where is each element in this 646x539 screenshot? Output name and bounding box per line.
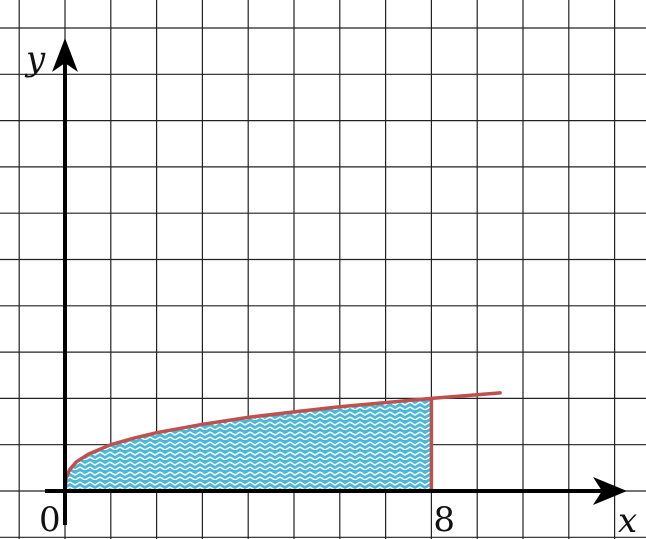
x-tick-label: 8: [433, 500, 455, 539]
axes: [45, 38, 627, 525]
curve-series: [63, 391, 502, 493]
y-axis-label: y: [24, 39, 46, 79]
shaded-region: [65, 398, 432, 491]
labels: y x 0 8: [24, 39, 637, 539]
x-axis-arrow: [593, 477, 627, 505]
x-tick-label: 0: [39, 500, 61, 539]
y-axis-arrow: [52, 38, 78, 72]
x-axis-label: x: [618, 501, 637, 539]
shaded-region-group: [63, 391, 502, 493]
